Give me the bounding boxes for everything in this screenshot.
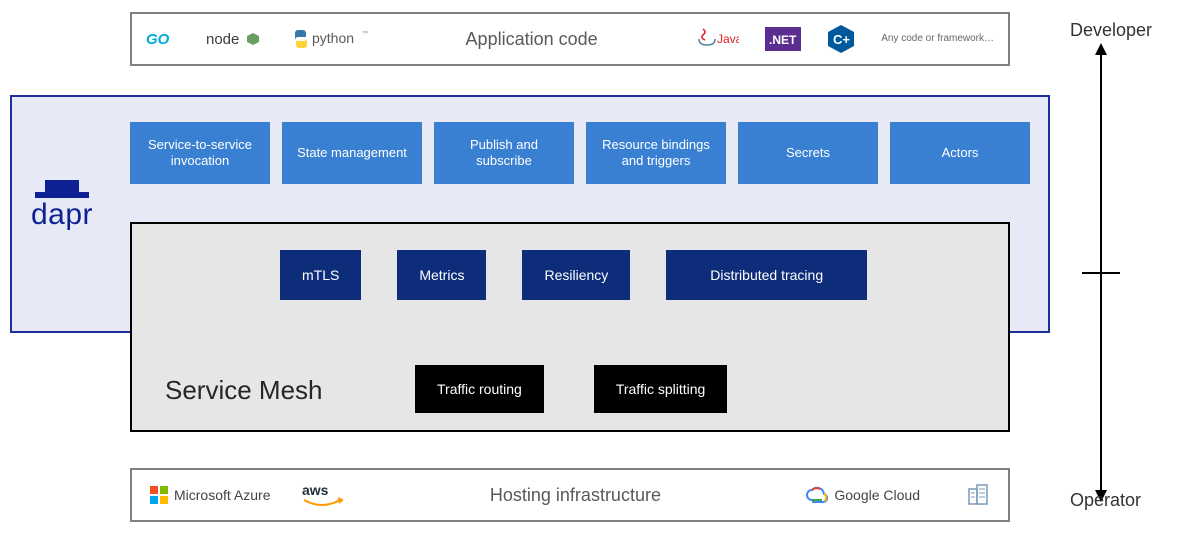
axis-label-operator: Operator [1070, 490, 1141, 511]
dotnet-icon: .NET [765, 25, 801, 53]
dapr-logo: dapr [12, 180, 112, 232]
java-icon: Java [693, 25, 739, 53]
dapr-logo-text: dapr [12, 198, 112, 232]
azure-icon: Microsoft Azure [150, 486, 270, 504]
svg-text:™: ™ [362, 30, 368, 37]
svg-text:C+: C+ [833, 32, 850, 47]
azure-label: Microsoft Azure [174, 487, 270, 503]
block-actors: Actors [890, 122, 1030, 184]
cap-mtls: mTLS [280, 250, 361, 300]
go-icon: GO [146, 31, 180, 47]
cap-resiliency: Resiliency [522, 250, 630, 300]
nodejs-icon: node [206, 29, 266, 49]
cap-distributed-tracing: Distributed tracing [666, 250, 867, 300]
block-bindings: Resource bindings and triggers [586, 122, 726, 184]
svg-text:GO: GO [146, 31, 170, 47]
svg-text:python: python [312, 30, 354, 46]
hosting-infrastructure-strip: Microsoft Azure aws Hosting infrastructu… [130, 468, 1010, 522]
python-icon: python ™ [292, 28, 370, 50]
traffic-splitting: Traffic splitting [594, 365, 727, 413]
block-service-invocation: Service-to-service invocation [130, 122, 270, 184]
application-code-title: Application code [466, 29, 598, 50]
hosting-title: Hosting infrastructure [490, 485, 661, 506]
service-mesh-traffic: Traffic routing Traffic splitting [415, 365, 727, 413]
overlap-capabilities: mTLS Metrics Resiliency Distributed trac… [280, 250, 867, 300]
block-secrets: Secrets [738, 122, 878, 184]
svg-text:.NET: .NET [769, 33, 797, 47]
svg-text:aws: aws [302, 482, 329, 498]
any-code-label: Any code or framework… [881, 33, 994, 45]
svg-text:Java: Java [717, 32, 739, 46]
cap-metrics: Metrics [397, 250, 486, 300]
diagram-area: GO node python ™ Application code Java [0, 0, 1060, 540]
google-cloud-icon: Google Cloud [806, 486, 920, 504]
traffic-routing: Traffic routing [415, 365, 544, 413]
role-axis [1060, 0, 1179, 540]
svg-text:node: node [206, 31, 239, 48]
axis-tick [1082, 272, 1120, 274]
dapr-hat-icon [45, 180, 79, 194]
aws-icon: aws [300, 482, 344, 508]
dapr-building-blocks: Service-to-service invocation State mana… [130, 122, 1030, 184]
block-state-management: State management [282, 122, 422, 184]
axis-label-developer: Developer [1070, 20, 1152, 41]
block-pubsub: Publish and subscribe [434, 122, 574, 184]
application-code-strip: GO node python ™ Application code Java [130, 12, 1010, 66]
service-mesh-title: Service Mesh [165, 375, 323, 406]
gcp-label: Google Cloud [834, 487, 920, 503]
onprem-icon [966, 483, 990, 507]
cpp-icon: C+ [827, 24, 855, 54]
